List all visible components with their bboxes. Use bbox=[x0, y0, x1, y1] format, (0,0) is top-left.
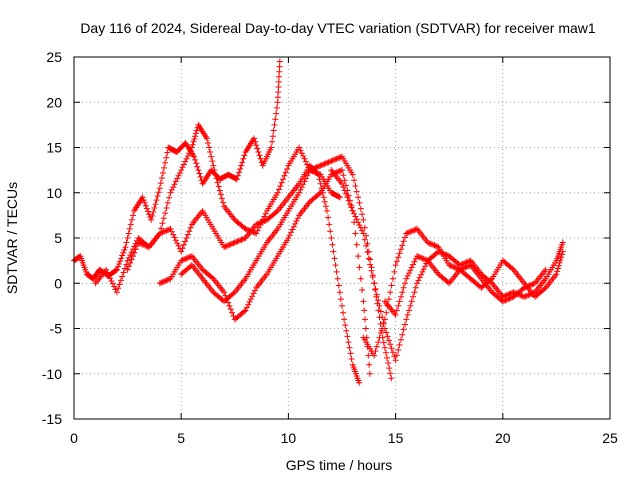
axis-ticks: 0 5 10 15 20 25 -15 -10 -5 0 5 10 15 20 25 bbox=[42, 49, 618, 446]
y-axis-label: SDTVAR / TECUs bbox=[4, 182, 20, 294]
y-tick-label: 15 bbox=[46, 140, 62, 156]
plus-markers bbox=[124, 162, 363, 386]
x-tick-label: 15 bbox=[388, 430, 404, 446]
y-tick-label: 0 bbox=[54, 275, 62, 291]
x-tick-label: 20 bbox=[495, 430, 511, 446]
series-track-7 bbox=[360, 225, 566, 359]
x-tick-label: 0 bbox=[70, 430, 78, 446]
y-tick-label: 20 bbox=[46, 94, 62, 110]
x-tick-label: 25 bbox=[602, 430, 618, 446]
x-tick-label: 5 bbox=[177, 430, 185, 446]
x-tick-label: 10 bbox=[281, 430, 297, 446]
plot-frame bbox=[73, 56, 611, 420]
plus-markers bbox=[156, 167, 373, 377]
chart-title: Day 116 of 2024, Sidereal Day-to-day VTE… bbox=[80, 20, 596, 36]
series-track-8 bbox=[381, 253, 549, 318]
series-track-3 bbox=[124, 162, 363, 386]
y-tick-label: 5 bbox=[54, 230, 62, 246]
y-tick-label: -5 bbox=[50, 321, 63, 337]
plus-markers bbox=[381, 253, 549, 318]
y-tick-label: 10 bbox=[46, 185, 62, 201]
x-axis-label: GPS time / hours bbox=[286, 457, 393, 473]
y-tick-label: -15 bbox=[42, 411, 62, 427]
series-track-4 bbox=[156, 167, 373, 377]
data-points bbox=[71, 58, 566, 386]
y-tick-label: 25 bbox=[46, 49, 62, 65]
y-tick-label: -10 bbox=[42, 366, 62, 382]
plus-markers bbox=[360, 225, 566, 359]
